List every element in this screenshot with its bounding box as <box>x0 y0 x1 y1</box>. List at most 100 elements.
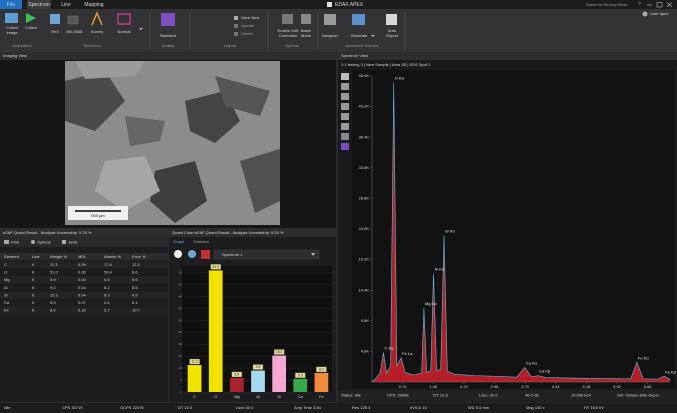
x-tick-label: 5.92 <box>613 384 622 389</box>
small-icon[interactable] <box>234 32 238 36</box>
value-label-box <box>316 366 327 373</box>
batch-icon[interactable] <box>301 14 311 24</box>
user[interactable]: User Apex <box>650 11 668 16</box>
group-label: Quality <box>162 43 174 48</box>
collect-image-icon[interactable] <box>5 13 18 23</box>
tool-icon[interactable] <box>341 113 349 120</box>
button-label[interactable]: Batch <box>301 28 311 33</box>
dropdown-label[interactable]: Spectrum 1 <box>222 252 243 257</box>
x-tick-label: Al <box>256 394 260 399</box>
toolbar-button[interactable]: Print <box>11 240 20 245</box>
button-label[interactable]: ReX <box>51 29 59 34</box>
table-cell: K <box>32 262 35 267</box>
table-cell: 15.3 <box>50 292 59 297</box>
button-label[interactable]: Mode <box>301 33 312 38</box>
dropdown-arrow[interactable] <box>139 28 143 30</box>
scale-bar-box <box>68 206 128 220</box>
survey-icon[interactable] <box>91 11 103 26</box>
bar <box>293 378 308 392</box>
x-tick-label: C <box>193 394 196 399</box>
print-icon[interactable] <box>4 240 9 244</box>
x-tick-label: 0.74 <box>399 384 408 389</box>
tab[interactable]: Graph <box>173 239 184 244</box>
toolbar-button[interactable]: Options <box>37 240 51 245</box>
button-label[interactable]: Generate <box>351 33 368 38</box>
help[interactable]: ? <box>638 2 641 8</box>
tab[interactable]: File <box>7 2 15 8</box>
designer-icon[interactable] <box>324 14 336 25</box>
tab[interactable]: Statistics <box>193 239 209 244</box>
tools-icon[interactable] <box>62 240 66 244</box>
button-label[interactable]: Enable Drift <box>278 28 300 33</box>
button-label[interactable]: Update <box>241 23 255 28</box>
button-label[interactable]: Report <box>386 33 399 38</box>
close[interactable] <box>666 2 673 8</box>
tool-icon[interactable] <box>341 93 349 100</box>
spectrum-dropdown[interactable] <box>213 249 320 260</box>
review-mode[interactable]: Switch to Review Mode <box>586 2 628 7</box>
tool-icon[interactable] <box>341 123 349 130</box>
dropdown-arrow[interactable] <box>311 253 315 256</box>
normal-icon[interactable] <box>117 13 131 25</box>
button-label[interactable]: Normal <box>118 29 131 34</box>
status-item: HT 15.0 kV <box>584 405 604 410</box>
button-label[interactable]: Save New <box>241 15 259 20</box>
tool-icon[interactable] <box>341 83 349 90</box>
spectrum-status: DT: 21.6 <box>433 393 449 398</box>
tool-icon[interactable] <box>341 133 349 140</box>
tool-icon[interactable] <box>341 73 349 80</box>
toolbar-button[interactable]: Tools <box>68 240 77 245</box>
chart-icon[interactable] <box>201 250 210 259</box>
table-header <box>0 253 168 260</box>
status-item: OCPS 22076 <box>120 405 144 410</box>
button-label[interactable]: Standard <box>160 33 176 38</box>
button-label[interactable]: Collect <box>6 25 19 30</box>
x-tick-label: Ca <box>298 394 304 399</box>
tool-icon[interactable] <box>341 103 349 110</box>
collect-icon[interactable] <box>26 13 36 23</box>
button-label[interactable]: Designer <box>322 33 339 38</box>
y-tick-label: 30 <box>179 318 183 322</box>
drift-icon[interactable] <box>282 14 293 24</box>
dropdown-arrow[interactable] <box>371 35 375 37</box>
panel-title: eZAF Quant Result - Analysis Uncertainty… <box>3 230 92 235</box>
status-item: WD 9.5 mm <box>468 405 490 410</box>
y-tick-label: 15 <box>179 354 183 358</box>
generate-icon[interactable] <box>352 14 365 25</box>
rex-value-box[interactable] <box>67 15 79 25</box>
tool-icon[interactable] <box>341 143 349 150</box>
button-label[interactable]: Survey <box>91 29 103 34</box>
table-row <box>0 283 168 292</box>
group-label: Options <box>285 43 299 48</box>
table-cell: 5.5 <box>50 300 56 305</box>
x-tick-label: 6.66 <box>644 384 653 389</box>
small-icon[interactable] <box>234 24 238 28</box>
app-title: EDAX APEX <box>335 2 364 8</box>
spectrum-title: 2:1 testing 3 | New Sample | Area 1B | E… <box>341 62 431 67</box>
chart-icon[interactable] <box>188 250 196 258</box>
auto-report-icon[interactable] <box>386 14 397 25</box>
button-label[interactable]: Delete <box>241 31 253 36</box>
tab[interactable]: Line <box>61 2 71 8</box>
table-cell: 5.5 <box>132 285 138 290</box>
tab[interactable]: Mapping <box>84 2 103 8</box>
y-tick-label: 50 <box>179 271 183 275</box>
options-icon[interactable] <box>31 240 35 244</box>
button-label[interactable]: Auto <box>388 28 397 33</box>
value-label: 8.0 <box>319 367 324 371</box>
button-label[interactable]: Correction <box>279 33 297 38</box>
small-icon[interactable] <box>234 16 238 20</box>
button-label[interactable]: Image <box>6 30 18 35</box>
rex-icon[interactable] <box>50 14 60 24</box>
chart-icon[interactable] <box>174 250 182 258</box>
tab[interactable]: Spectrum <box>28 2 49 8</box>
y-tick-label: 48.0K <box>359 73 370 78</box>
maximize[interactable] <box>656 2 663 8</box>
standard-icon[interactable] <box>161 13 175 26</box>
value-label: 51.0 <box>212 265 219 269</box>
user-icon[interactable] <box>642 11 648 17</box>
table-cell: 11.3 <box>50 262 58 267</box>
button-label[interactable]: Collect <box>25 25 38 30</box>
image-region <box>240 149 280 213</box>
button-label[interactable]: 490,3568 <box>66 29 83 34</box>
